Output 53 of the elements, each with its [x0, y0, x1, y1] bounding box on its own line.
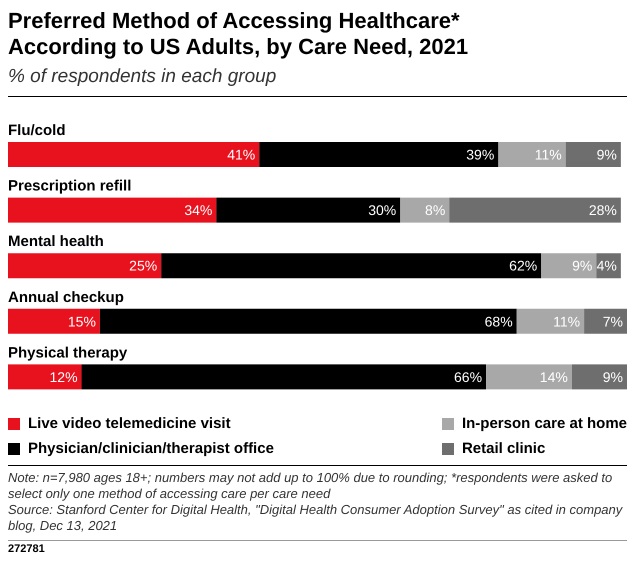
bar	[572, 364, 627, 390]
legend-label: In-person care at home	[462, 415, 627, 432]
bar	[82, 364, 486, 390]
bar	[8, 253, 162, 278]
data-label: 25%	[129, 258, 158, 274]
data-label: 11%	[534, 146, 562, 162]
data-label: 62%	[509, 258, 538, 274]
y-tick-label: Physical therapy	[8, 344, 128, 362]
source-note: Source: Stanford Center for Digital Health, "Digital Health Consumer Adoption Survey" as cited in company blog, Dec 13, 2021	[8, 502, 624, 534]
bar	[498, 142, 566, 167]
bar	[566, 142, 621, 167]
bar	[449, 198, 621, 223]
text: 272781	[8, 540, 627, 555]
bar	[8, 198, 216, 223]
data-label: 9%	[596, 146, 617, 162]
bar	[259, 142, 498, 167]
bar	[100, 308, 517, 334]
data-label: 12%	[50, 368, 78, 385]
bar	[8, 142, 260, 167]
chart-subtitle: % of respondents in each group	[8, 66, 278, 88]
bar	[8, 364, 82, 390]
y-tick-label: Flu/cold	[8, 122, 66, 139]
bar	[161, 253, 542, 278]
data-label: 4%	[596, 258, 617, 274]
data-label: 7%	[602, 313, 623, 330]
data-label: 41%	[227, 146, 256, 162]
data-label: 11%	[553, 313, 580, 330]
bar	[400, 198, 450, 223]
data-label: 14%	[540, 368, 568, 385]
text: Note: n=7,980 ages 18+; numbers may not add up to 100% due to rounding; *respondents were asked to select only one method of accessing care per care need	[8, 470, 614, 502]
chart-title: Preferred Method of Accessing Healthcare* According to US Adults, by Care Need, 2021	[8, 8, 470, 60]
data-label: 9%	[602, 368, 623, 385]
data-label: 66%	[454, 368, 482, 385]
bar	[486, 364, 572, 390]
data-label: 9%	[572, 258, 592, 274]
bar	[216, 198, 400, 223]
bar	[8, 308, 100, 334]
bar	[584, 308, 627, 334]
data-label: 8%	[425, 202, 446, 218]
legend-label: Physician/clinician/therapist office	[28, 440, 274, 457]
data-label: 39%	[466, 146, 494, 162]
data-label: 28%	[588, 202, 617, 218]
data-label: 15%	[68, 313, 96, 330]
y-tick-label: Prescription refill	[8, 178, 132, 195]
bar	[516, 308, 584, 334]
legend-label: Retail clinic	[462, 440, 546, 457]
bar	[541, 253, 596, 278]
data-label: 34%	[184, 202, 212, 218]
data-label: 68%	[484, 313, 513, 330]
data-label: 30%	[368, 202, 396, 218]
y-tick-label: Mental health	[8, 233, 104, 250]
y-tick-label: Annual checkup	[8, 288, 124, 306]
legend-label: Live video telemedicine visit	[28, 415, 231, 432]
